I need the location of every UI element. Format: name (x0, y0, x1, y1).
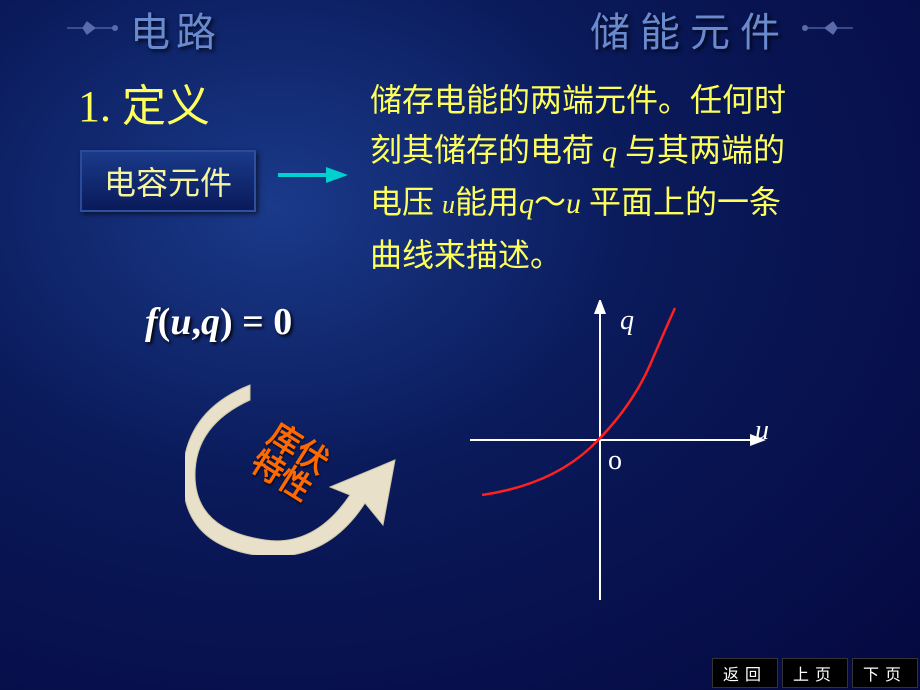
axis-label-u: u (755, 415, 769, 447)
curve (482, 308, 675, 495)
slide-header: 电路 储能元件 (0, 0, 920, 48)
axis-label-q: q (620, 305, 634, 337)
header-left-text: 电路 (130, 0, 222, 58)
back-button[interactable]: 返回 (712, 658, 778, 688)
header-right-text: 储能元件 (590, 0, 790, 58)
section-title-text: 定义 (122, 82, 210, 131)
term-box: 电容元件 (80, 150, 256, 212)
blue-arrow-icon (278, 165, 348, 185)
section-number: 1. (78, 82, 111, 131)
next-button[interactable]: 下页 (852, 658, 918, 688)
qu-graph (470, 300, 800, 610)
prev-button[interactable]: 上页 (782, 658, 848, 688)
ornament-right (800, 18, 855, 38)
formula: f(u,q) = 0 (145, 300, 292, 344)
origin-label: o (608, 445, 622, 477)
y-axis-arrow (594, 300, 606, 314)
nav-bar: 返回 上页 下页 (712, 658, 918, 688)
definition-paragraph: 储存电能的两端元件。任何时 刻其储存的电荷 q 与其两端的 电压 u能用q～u … (370, 75, 850, 280)
section-title: 1. 定义 (78, 70, 210, 134)
ornament-left (65, 18, 120, 38)
